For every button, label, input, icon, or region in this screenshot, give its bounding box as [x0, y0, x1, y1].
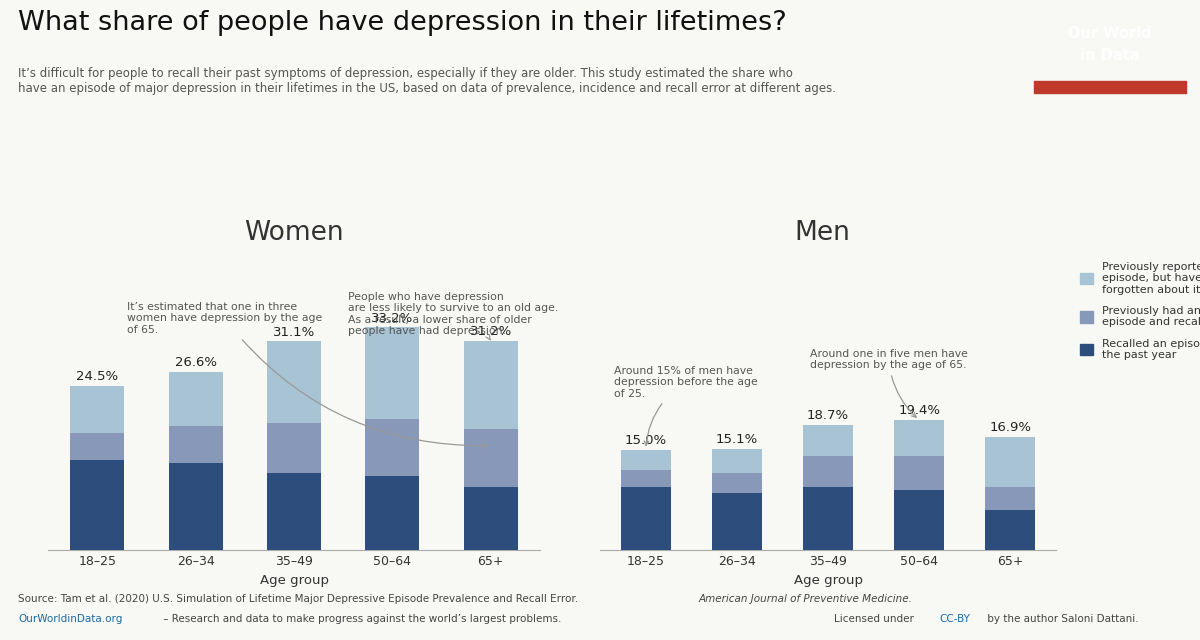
- Bar: [894, 456, 944, 490]
- Text: – Research and data to make progress against the world’s largest problems.: – Research and data to make progress aga…: [160, 614, 560, 625]
- Text: Licensed under: Licensed under: [834, 614, 917, 625]
- Bar: [712, 493, 762, 550]
- Bar: [712, 449, 762, 473]
- Text: 31.1%: 31.1%: [272, 326, 316, 339]
- Text: 18.7%: 18.7%: [806, 409, 850, 422]
- Text: by the author Saloni Dattani.: by the author Saloni Dattani.: [984, 614, 1139, 625]
- Bar: [985, 510, 1036, 550]
- Bar: [266, 341, 322, 422]
- Text: People who have depression
are less likely to survive to an old age.
As a result: People who have depression are less like…: [348, 292, 558, 340]
- Text: Around 15% of men have
depression before the age
of 25.: Around 15% of men have depression before…: [613, 365, 757, 445]
- Text: Source: Tam et al. (2020) U.S. Simulation of Lifetime Major Depressive Episode P: Source: Tam et al. (2020) U.S. Simulatio…: [18, 594, 581, 604]
- Bar: [985, 437, 1036, 486]
- Text: Around one in five men have
depression by the age of 65.: Around one in five men have depression b…: [810, 349, 967, 417]
- Text: CC-BY: CC-BY: [940, 614, 971, 625]
- Bar: [365, 419, 420, 476]
- Bar: [463, 429, 518, 486]
- Text: 16.9%: 16.9%: [990, 421, 1032, 434]
- Text: 15.0%: 15.0%: [624, 434, 667, 447]
- Text: 15.1%: 15.1%: [715, 433, 758, 446]
- Bar: [463, 486, 518, 550]
- Bar: [70, 386, 125, 433]
- Text: Women: Women: [244, 220, 344, 246]
- Legend: Previously reported an
episode, but have now
forgotten about it, Previously had : Previously reported an episode, but have…: [1080, 262, 1200, 360]
- Bar: [803, 486, 853, 550]
- Text: OurWorldinData.org: OurWorldinData.org: [18, 614, 122, 625]
- Text: 31.2%: 31.2%: [469, 325, 512, 338]
- Bar: [620, 470, 671, 486]
- Text: Our World: Our World: [1068, 26, 1152, 42]
- Bar: [168, 426, 223, 463]
- Bar: [620, 449, 671, 470]
- Bar: [463, 340, 518, 429]
- Bar: [803, 425, 853, 456]
- Text: 33.2%: 33.2%: [371, 312, 414, 324]
- Text: It’s estimated that one in three
women have depression by the age
of 65.: It’s estimated that one in three women h…: [127, 301, 487, 448]
- Bar: [712, 473, 762, 493]
- Text: American Journal of Preventive Medicine.: American Journal of Preventive Medicine.: [698, 594, 912, 604]
- Text: What share of people have depression in their lifetimes?: What share of people have depression in …: [18, 10, 787, 36]
- X-axis label: Age group: Age group: [793, 574, 863, 587]
- Text: in Data: in Data: [1080, 49, 1140, 63]
- Bar: [1034, 81, 1186, 93]
- Bar: [70, 460, 125, 550]
- Text: Men: Men: [794, 220, 850, 246]
- Bar: [894, 420, 944, 456]
- Text: 26.6%: 26.6%: [175, 356, 217, 369]
- Text: 24.5%: 24.5%: [76, 370, 119, 383]
- X-axis label: Age group: Age group: [259, 574, 329, 587]
- Bar: [266, 422, 322, 473]
- Bar: [985, 486, 1036, 510]
- Bar: [266, 473, 322, 550]
- Bar: [894, 490, 944, 550]
- Bar: [620, 486, 671, 550]
- Text: It’s difficult for people to recall their past symptoms of depression, especiall: It’s difficult for people to recall thei…: [18, 67, 836, 95]
- Bar: [365, 476, 420, 550]
- Bar: [365, 327, 420, 419]
- Bar: [168, 372, 223, 426]
- Bar: [803, 456, 853, 486]
- Bar: [70, 433, 125, 460]
- Text: 19.4%: 19.4%: [898, 404, 941, 417]
- Bar: [168, 463, 223, 550]
